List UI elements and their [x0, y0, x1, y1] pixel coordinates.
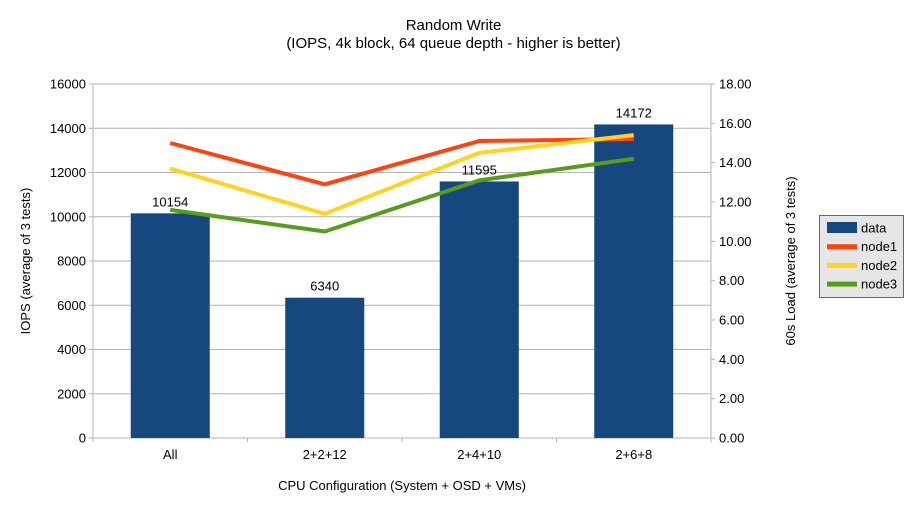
legend-swatch-node1 — [827, 244, 857, 250]
legend-label-data: data — [861, 221, 887, 236]
right-axis-tick-label: 10.00 — [719, 234, 752, 249]
chart-subtitle: (IOPS, 4k block, 64 queue depth - higher… — [286, 35, 621, 52]
left-axis-tick-label: 2000 — [57, 386, 86, 401]
right-axis-tick-label: 4.00 — [719, 352, 744, 367]
left-axis-tick-label: 6000 — [57, 298, 86, 313]
legend-swatch-node2 — [827, 262, 857, 268]
left-axis-tick-label: 12000 — [50, 165, 86, 180]
x-axis-tick-label: All — [163, 447, 178, 462]
line-node2 — [169, 133, 634, 216]
legend-label-node2: node2 — [861, 258, 897, 273]
bar-value-label: 11595 — [462, 162, 497, 177]
right-axis-tick-label: 16.00 — [719, 116, 752, 131]
bar-2+2+12 — [285, 297, 365, 438]
line-node1 — [169, 137, 634, 187]
right-axis-tick-label: 12.00 — [719, 195, 752, 210]
x-axis-tick-label: 2+2+12 — [303, 447, 347, 462]
left-axis-tick-label: 0 — [79, 431, 86, 446]
left-axis-title: IOPS (average of 3 tests) — [18, 188, 33, 335]
x-axis-tick-label: 2+6+8 — [615, 447, 652, 462]
left-axis-tick-label: 8000 — [57, 254, 86, 269]
left-axis-tick-label: 14000 — [50, 121, 86, 136]
bar-2+4+10 — [439, 181, 519, 438]
right-axis-tick-label: 8.00 — [719, 273, 744, 288]
right-axis-tick-label: 6.00 — [719, 313, 744, 328]
legend-label-node3: node3 — [861, 277, 897, 292]
legend-swatch-data — [827, 222, 857, 233]
bar-value-label: 6340 — [310, 279, 339, 294]
bar-2+6+8 — [594, 124, 674, 438]
right-axis-title: 60s Load (average of 3 tests) — [783, 176, 798, 345]
x-axis-title: CPU Configuration (System + OSD + VMs) — [278, 478, 526, 493]
left-axis-tick-label: 10000 — [50, 209, 86, 224]
bar-All — [130, 213, 210, 438]
right-axis-tick-label: 2.00 — [719, 391, 744, 406]
bar-value-label: 10154 — [152, 194, 188, 209]
bar-value-label: 14172 — [616, 105, 652, 120]
right-axis-tick-label: 14.00 — [719, 155, 752, 170]
left-axis-tick-label: 4000 — [57, 342, 86, 357]
legend-swatch-node3 — [827, 281, 857, 287]
chart-title-block: Random Write (IOPS, 4k block, 64 queue d… — [0, 17, 907, 53]
legend-label-node1: node1 — [861, 239, 897, 254]
right-axis-tick-label: 0.00 — [719, 431, 744, 446]
x-axis-tick-label: 2+4+10 — [457, 447, 501, 462]
right-axis-tick-label: 18.00 — [719, 77, 752, 92]
left-axis-tick-label: 16000 — [50, 77, 86, 92]
line-node3 — [169, 156, 635, 234]
chart-title: Random Write — [405, 17, 502, 34]
